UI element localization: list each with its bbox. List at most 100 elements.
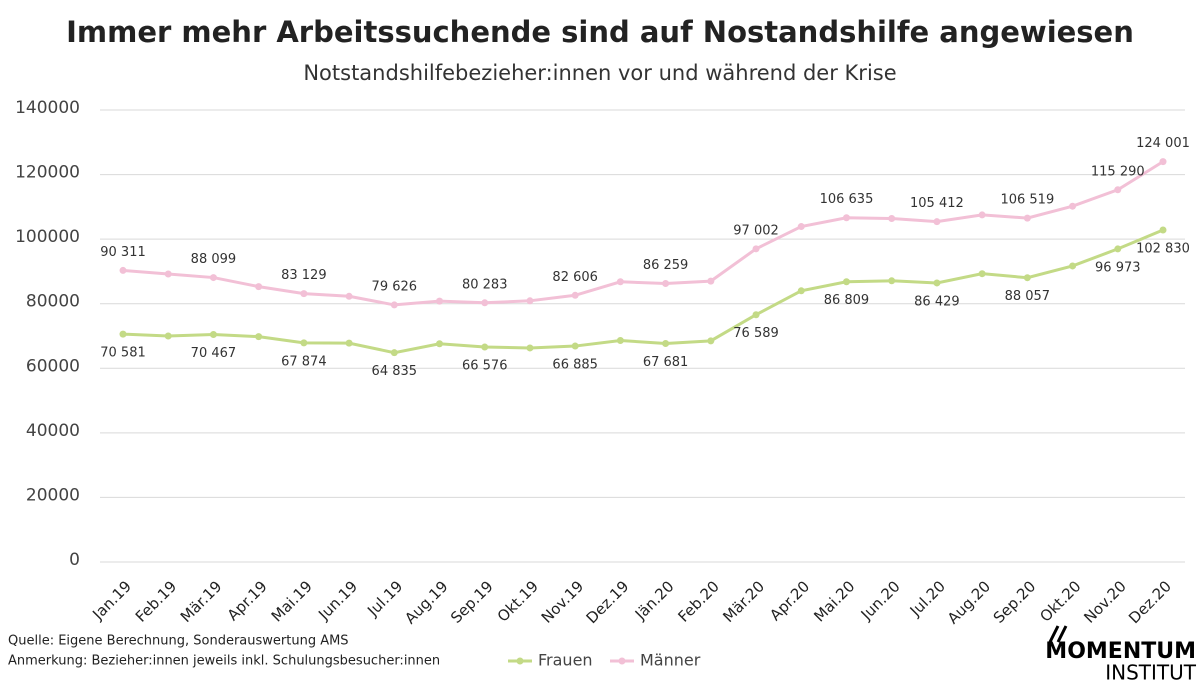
- data-label: 90 311: [100, 245, 146, 260]
- point: [526, 297, 534, 305]
- series-line: [122, 228, 1164, 355]
- point: [888, 277, 896, 285]
- y-tick-label: 80000: [26, 292, 80, 312]
- data-label: 67 874: [281, 354, 327, 369]
- point: [209, 330, 217, 338]
- legend-label: Frauen: [538, 651, 593, 670]
- point: [1114, 245, 1122, 253]
- x-tick-label: Jun.19: [314, 577, 361, 624]
- x-tick-label: Dez.19: [583, 577, 633, 627]
- x-tick-label: Jul.19: [363, 577, 406, 620]
- point: [707, 277, 715, 285]
- legend-label: Männer: [640, 651, 701, 670]
- data-label: 76 589: [733, 326, 779, 341]
- data-label: 124 001: [1136, 136, 1190, 151]
- data-label: 82 606: [552, 270, 598, 285]
- x-tick-label: Feb.20: [674, 577, 722, 625]
- point: [842, 278, 850, 286]
- data-label: 106 635: [820, 192, 874, 207]
- data-label: 70 581: [100, 346, 146, 361]
- point: [933, 279, 941, 287]
- point: [978, 211, 986, 219]
- data-label: 66 576: [462, 359, 508, 374]
- point: [119, 266, 127, 274]
- point: [752, 245, 760, 253]
- point: [1159, 158, 1167, 166]
- point: [436, 297, 444, 305]
- x-tick-label: Mär.19: [177, 577, 226, 626]
- data-label: 79 626: [372, 279, 418, 294]
- data-label: 70 467: [191, 346, 237, 361]
- x-tick-label: Jan.19: [88, 577, 135, 624]
- point: [1114, 186, 1122, 194]
- point: [209, 274, 217, 282]
- x-tick-label: Feb.19: [132, 577, 180, 625]
- point: [1069, 202, 1077, 210]
- point: [300, 290, 308, 298]
- data-label: 64 835: [372, 364, 418, 379]
- point: [255, 333, 263, 341]
- point: [164, 270, 172, 278]
- x-tick-label: Mär.20: [719, 577, 768, 626]
- point: [797, 223, 805, 231]
- data-label: 66 885: [552, 358, 598, 373]
- x-tick-label: Okt.19: [494, 577, 542, 625]
- point: [1023, 214, 1031, 222]
- point: [526, 344, 534, 352]
- point: [345, 339, 353, 347]
- data-label: 67 681: [643, 355, 689, 370]
- data-label: 86 259: [643, 258, 689, 273]
- point: [1023, 274, 1031, 282]
- logo: INSTITUT: [1105, 661, 1197, 685]
- point: [571, 291, 579, 299]
- x-tick-label: Aug.19: [401, 577, 451, 627]
- legend-marker: [618, 657, 626, 665]
- point: [345, 292, 353, 300]
- data-label: 88 057: [1005, 289, 1051, 304]
- point: [300, 339, 308, 347]
- x-tick-label: Apr.20: [766, 577, 813, 624]
- point: [1159, 226, 1167, 234]
- point: [255, 283, 263, 291]
- chart-title: Immer mehr Arbeitssuchende sind auf Nost…: [66, 15, 1134, 49]
- data-label: 83 129: [281, 268, 327, 283]
- data-label: 106 519: [1000, 193, 1054, 208]
- series-line: [122, 160, 1164, 307]
- x-tick-label: Apr.19: [224, 577, 271, 624]
- source: Quelle: Eigene Berechnung, Sonderauswert…: [8, 634, 349, 649]
- point: [978, 270, 986, 278]
- y-tick-label: 0: [69, 550, 80, 570]
- x-tick-label: Mai.19: [268, 577, 316, 625]
- x-tick-label: Nov.20: [1080, 577, 1129, 626]
- point: [616, 337, 624, 345]
- data-label: 97 002: [733, 223, 779, 238]
- data-label: 102 830: [1136, 242, 1190, 257]
- x-tick-label: Aug.20: [944, 577, 994, 627]
- legend-marker: [516, 657, 524, 665]
- y-tick-label: 20000: [26, 485, 80, 505]
- point: [888, 214, 896, 222]
- point: [390, 349, 398, 357]
- point: [662, 280, 670, 288]
- y-tick-label: 120000: [15, 163, 80, 183]
- point: [662, 339, 670, 347]
- data-label: 105 412: [910, 196, 964, 211]
- data-label: 115 290: [1091, 164, 1145, 179]
- x-tick-label: Sep.19: [447, 577, 497, 627]
- y-tick-label: 40000: [26, 421, 80, 441]
- point: [797, 287, 805, 295]
- note: Anmerkung: Bezieher:innen jeweils inkl. …: [8, 654, 440, 669]
- point: [933, 218, 941, 226]
- data-label: 86 809: [824, 293, 870, 308]
- x-tick-label: Jän.20: [631, 577, 678, 624]
- data-label: 96 973: [1095, 260, 1141, 275]
- point: [1069, 262, 1077, 270]
- x-tick-label: Mai.20: [810, 577, 858, 625]
- y-tick-label: 140000: [15, 98, 80, 118]
- data-label: 88 099: [191, 252, 237, 267]
- chart-subtitle: Notstandshilfebezieher:innen vor und wäh…: [303, 61, 896, 85]
- point: [616, 278, 624, 286]
- y-tick-label: 60000: [26, 356, 80, 376]
- point: [119, 330, 127, 338]
